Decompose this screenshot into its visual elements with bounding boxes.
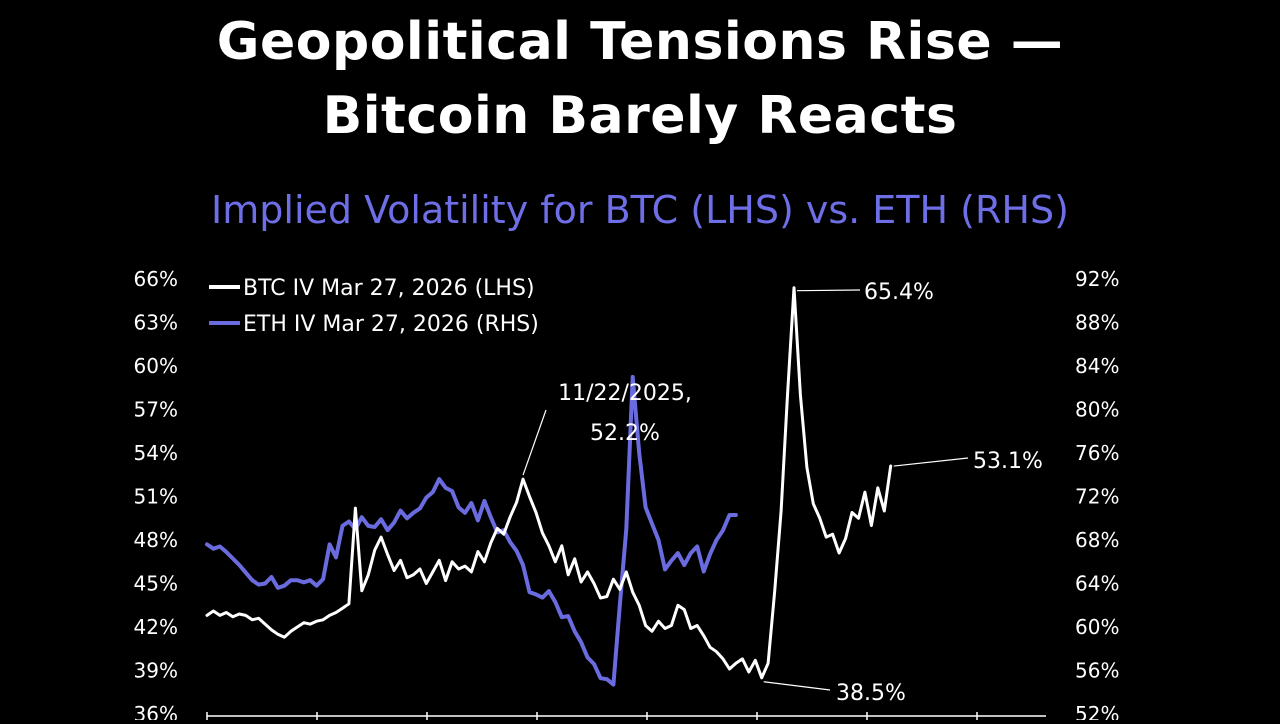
annotation-peak-value: 52.2%	[590, 421, 660, 446]
right-tick-label: 68%	[1075, 528, 1119, 552]
annotation-leader	[763, 681, 831, 691]
right-tick-label: 88%	[1075, 311, 1119, 335]
btc-series-line	[205, 286, 893, 680]
annotation-leader	[796, 289, 861, 292]
left-tick-label: 60%	[134, 354, 178, 378]
right-tick-label: 92%	[1075, 267, 1119, 291]
annotation-end-value: 53.1%	[973, 449, 1043, 474]
eth-series-line	[205, 374, 738, 687]
left-tick-label: 57%	[134, 398, 178, 422]
annotation-leader	[893, 457, 969, 467]
right-tick-label: 52%	[1075, 702, 1119, 720]
right-tick-label: 72%	[1075, 485, 1119, 509]
annotation-spike-value: 65.4%	[864, 280, 934, 305]
left-tick-label: 45%	[134, 572, 178, 596]
chart-title-line2: Bitcoin Barely Reacts	[322, 86, 958, 146]
left-tick-label: 63%	[134, 311, 178, 335]
right-tick-label: 80%	[1075, 398, 1119, 422]
left-tick-label: 36%	[134, 702, 178, 720]
left-tick-label: 54%	[134, 441, 178, 465]
left-tick-label: 66%	[134, 267, 178, 291]
annotation-leader	[522, 409, 547, 476]
annotation-low-value: 38.5%	[836, 681, 906, 706]
right-tick-label: 64%	[1075, 572, 1119, 596]
right-tick-label: 60%	[1075, 615, 1119, 639]
left-tick-label: 48%	[134, 528, 178, 552]
legend-entry: BTC IV Mar 27, 2026 (LHS)	[243, 276, 535, 301]
annotation-peak-date: 11/22/2025,	[558, 381, 692, 406]
left-tick-label: 42%	[134, 615, 178, 639]
right-tick-label: 76%	[1075, 441, 1119, 465]
left-tick-label: 39%	[134, 659, 178, 683]
chart-title-line1: Geopolitical Tensions Rise —	[216, 12, 1064, 72]
legend-entry: ETH IV Mar 27, 2026 (RHS)	[243, 312, 539, 337]
right-tick-label: 56%	[1075, 659, 1119, 683]
right-tick-label: 84%	[1075, 354, 1119, 378]
left-tick-label: 51%	[134, 485, 178, 509]
chart-subtitle: Implied Volatility for BTC (LHS) vs. ETH…	[211, 188, 1069, 232]
